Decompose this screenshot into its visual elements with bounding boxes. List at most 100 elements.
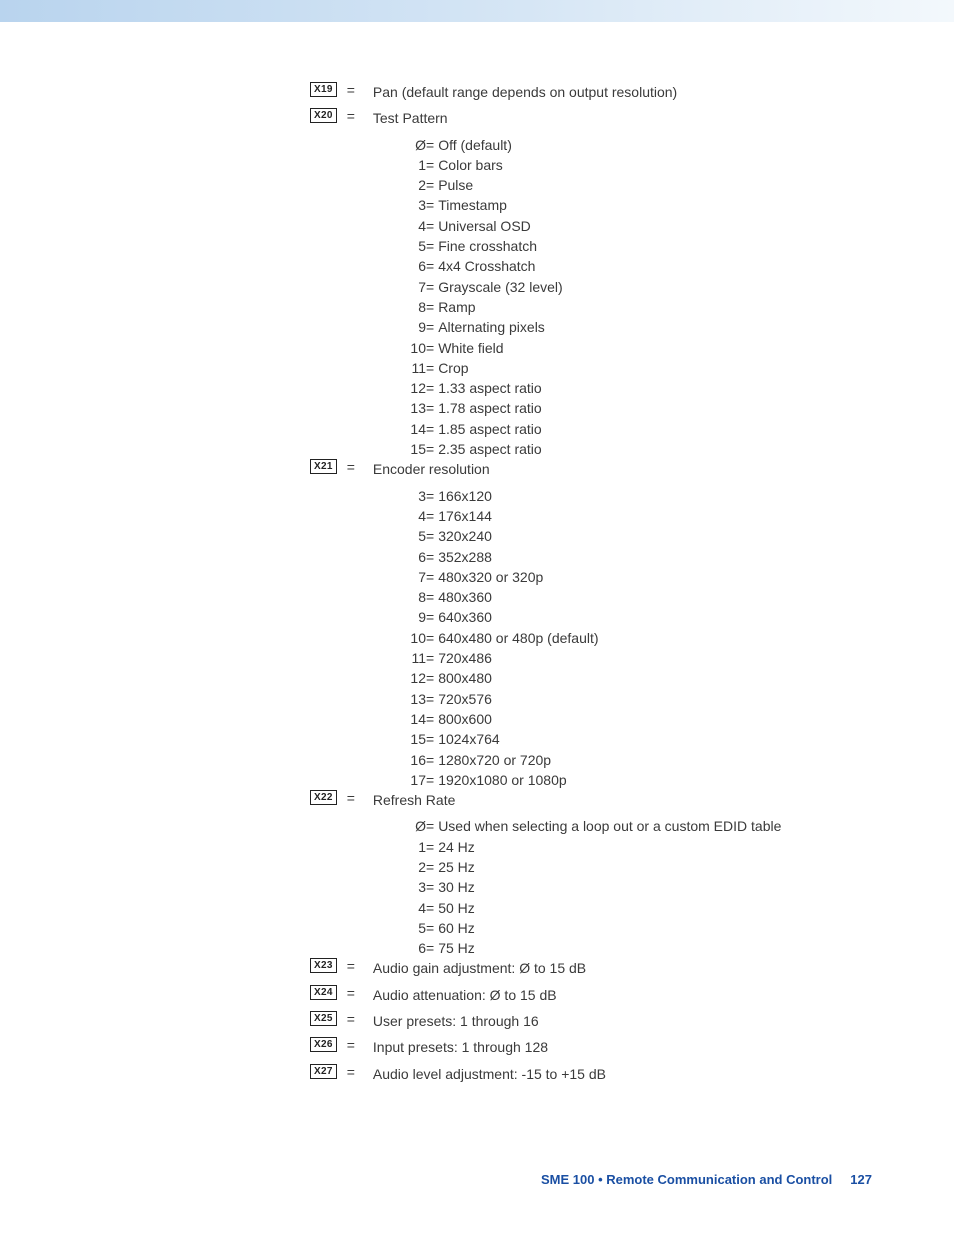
option-row: 12 = 1.33 aspect ratio [400, 378, 880, 398]
option-equals: = [426, 607, 434, 627]
option-key: 14 [400, 709, 426, 729]
option-key: 4 [400, 506, 426, 526]
option-row: 3 = 30 Hz [400, 877, 880, 897]
footer-section: Remote Communication and Control [606, 1172, 832, 1187]
variable-entry: X19=Pan (default range depends on output… [310, 82, 880, 102]
option-value: 176x144 [434, 506, 492, 526]
option-value: 1.33 aspect ratio [434, 378, 542, 398]
option-equals: = [426, 256, 434, 276]
option-row: 11 = 720x486 [400, 648, 880, 668]
option-value: 75 Hz [434, 938, 475, 958]
option-key: 5 [400, 526, 426, 546]
option-row: Ø = Used when selecting a loop out or a … [400, 816, 880, 836]
variable-description: Refresh Rate [373, 790, 880, 810]
equals-sign: = [347, 1011, 355, 1027]
option-value: 1024x764 [434, 729, 500, 749]
option-key: 12 [400, 378, 426, 398]
option-row: 11 = Crop [400, 358, 880, 378]
option-equals: = [426, 486, 434, 506]
option-row: 3 = Timestamp [400, 195, 880, 215]
option-equals: = [426, 750, 434, 770]
variable-tag: X23 [310, 958, 337, 973]
variable-tag: X21 [310, 459, 337, 474]
option-equals: = [426, 689, 434, 709]
option-row: 2 = 25 Hz [400, 857, 880, 877]
option-value: Universal OSD [434, 216, 531, 236]
option-value: White field [434, 338, 503, 358]
option-equals: = [426, 135, 434, 155]
equals-sign: = [347, 108, 355, 124]
equals-sign: = [347, 985, 355, 1001]
option-key: 2 [400, 175, 426, 195]
option-value: Fine crosshatch [434, 236, 537, 256]
option-key: 12 [400, 668, 426, 688]
option-value: Timestamp [434, 195, 507, 215]
option-equals: = [426, 439, 434, 459]
option-equals: = [426, 547, 434, 567]
option-value: Alternating pixels [434, 317, 545, 337]
option-value: 30 Hz [434, 877, 475, 897]
option-value: 352x288 [434, 547, 492, 567]
option-value: 1280x720 or 720p [434, 750, 551, 770]
option-value: Pulse [434, 175, 473, 195]
variable-tag: X20 [310, 108, 337, 123]
option-row: 6 = 352x288 [400, 547, 880, 567]
variable-description: Audio level adjustment: -15 to +15 dB [373, 1064, 880, 1084]
option-key: 3 [400, 195, 426, 215]
option-key: Ø [400, 135, 426, 155]
option-key: 1 [400, 155, 426, 175]
option-equals: = [426, 729, 434, 749]
option-row: 8 = 480x360 [400, 587, 880, 607]
option-key: 9 [400, 607, 426, 627]
option-row: 9 = 640x360 [400, 607, 880, 627]
equals-sign: = [347, 82, 355, 98]
option-value: 24 Hz [434, 837, 475, 857]
variable-tag: X24 [310, 985, 337, 1000]
option-row: 6 = 4x4 Crosshatch [400, 256, 880, 276]
option-key: 5 [400, 236, 426, 256]
option-equals: = [426, 898, 434, 918]
option-equals: = [426, 317, 434, 337]
option-row: 6 = 75 Hz [400, 938, 880, 958]
option-value: 60 Hz [434, 918, 475, 938]
option-row: 4 = Universal OSD [400, 216, 880, 236]
variable-entry: X23=Audio gain adjustment: Ø to 15 dB [310, 958, 880, 978]
option-key: 8 [400, 297, 426, 317]
variable-entry: X20=Test Pattern [310, 108, 880, 128]
option-equals: = [426, 567, 434, 587]
option-value: 50 Hz [434, 898, 475, 918]
option-equals: = [426, 938, 434, 958]
option-key: 11 [400, 648, 426, 668]
option-value: 2.35 aspect ratio [434, 439, 542, 459]
option-row: 2 = Pulse [400, 175, 880, 195]
variable-entry: X21=Encoder resolution [310, 459, 880, 479]
option-equals: = [426, 175, 434, 195]
option-row: 17 = 1920x1080 or 1080p [400, 770, 880, 790]
option-row: Ø = Off (default) [400, 135, 880, 155]
option-equals: = [426, 857, 434, 877]
option-equals: = [426, 648, 434, 668]
option-value: 480x320 or 320p [434, 567, 543, 587]
option-row: 15 = 2.35 aspect ratio [400, 439, 880, 459]
equals-sign: = [347, 1037, 355, 1053]
footer-product: SME 100 [541, 1172, 594, 1187]
option-row: 4 = 50 Hz [400, 898, 880, 918]
option-key: 16 [400, 750, 426, 770]
option-list: Ø = Off (default)1 = Color bars2 = Pulse… [400, 135, 880, 460]
option-value: 640x360 [434, 607, 492, 627]
variable-entry: X22=Refresh Rate [310, 790, 880, 810]
variable-description: Audio attenuation: Ø to 15 dB [373, 985, 880, 1005]
header-bar [0, 0, 954, 22]
option-value: Off (default) [434, 135, 512, 155]
option-row: 7 = Grayscale (32 level) [400, 277, 880, 297]
option-value: Grayscale (32 level) [434, 277, 563, 297]
page-footer: SME 100 • Remote Communication and Contr… [541, 1172, 872, 1187]
option-value: 800x600 [434, 709, 492, 729]
option-equals: = [426, 877, 434, 897]
option-equals: = [426, 338, 434, 358]
option-value: 720x576 [434, 689, 492, 709]
option-value: Used when selecting a loop out or a cust… [434, 816, 781, 836]
option-key: 5 [400, 918, 426, 938]
option-row: 12 = 800x480 [400, 668, 880, 688]
option-value: 480x360 [434, 587, 492, 607]
